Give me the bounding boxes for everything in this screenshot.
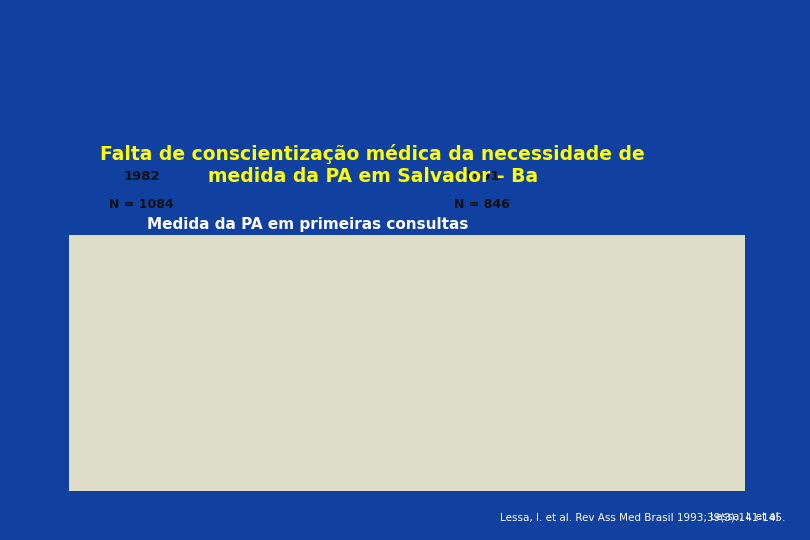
Wedge shape (500, 290, 646, 468)
Text: Lessa, I. et al. Rev Ass Med Brasil 1993;39(3):141-145.: Lessa, I. et al. Rev Ass Med Brasil 1993… (501, 512, 786, 522)
Text: Falta de conscientização médica da necessidade de
medida da PA em Salvador - Ba: Falta de conscientização médica da neces… (100, 144, 645, 186)
Wedge shape (160, 278, 301, 468)
Text: 29,1%: 29,1% (507, 431, 558, 447)
Text: Lessa, I. et al.: Lessa, I. et al. (710, 512, 786, 522)
Wedge shape (537, 278, 644, 373)
Text: N = 1084: N = 1084 (109, 198, 174, 211)
Text: 1982: 1982 (123, 170, 160, 183)
Wedge shape (233, 306, 306, 409)
Text: 18,7%: 18,7% (162, 431, 213, 447)
Text: Medida da PA em primeiras consultas: Medida da PA em primeiras consultas (147, 217, 468, 232)
Text: 1991: 1991 (463, 170, 500, 183)
Text: N = 846: N = 846 (454, 198, 509, 211)
